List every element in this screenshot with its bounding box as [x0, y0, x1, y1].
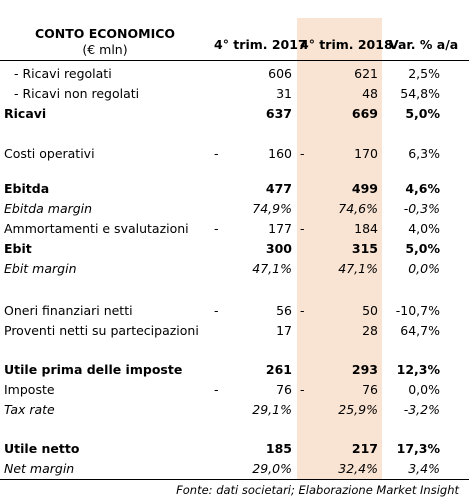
- row-var: -0,3%: [403, 201, 440, 216]
- row-label: Tax rate: [4, 402, 55, 417]
- row-value-2017: 31: [276, 86, 292, 101]
- row-value-2017: 477: [265, 181, 292, 196]
- row-label: - Ricavi regolati: [14, 66, 112, 81]
- row-value-2018: 47,1%: [338, 261, 378, 276]
- row-label: Ammortamenti e svalutazioni: [4, 221, 189, 236]
- row-value-2017: 261: [265, 362, 292, 377]
- row-sign-2017: -: [214, 221, 219, 236]
- row-var: -10,7%: [395, 303, 440, 318]
- row-value-2017: 185: [265, 441, 292, 456]
- col-header-2017: 4° trim. 2017: [214, 37, 307, 52]
- row-var: 0,0%: [408, 382, 440, 397]
- row-sign-2017: -: [214, 382, 219, 397]
- row-value-2018: 25,9%: [338, 402, 378, 417]
- row-label: Ebitda margin: [4, 201, 93, 216]
- row-var: 3,4%: [408, 461, 440, 476]
- row-value-2018: 48: [362, 86, 378, 101]
- row-value-2018: 293: [351, 362, 378, 377]
- row-label: Imposte: [4, 382, 55, 397]
- bottom-separator: [0, 479, 469, 480]
- row-var: 17,3%: [396, 441, 440, 456]
- row-value-2017: 177: [268, 221, 292, 236]
- table-subtitle: (€ mln): [82, 42, 128, 57]
- highlight-column: [297, 18, 382, 480]
- row-value-2018: 184: [354, 221, 378, 236]
- row-var: 54,8%: [400, 86, 440, 101]
- row-label: Oneri finanziari netti: [4, 303, 133, 318]
- row-var: 6,3%: [408, 146, 440, 161]
- row-label: Ricavi: [4, 106, 47, 121]
- row-label: Utile prima delle imposte: [4, 362, 183, 377]
- row-var: 12,3%: [396, 362, 440, 377]
- row-var: 2,5%: [408, 66, 440, 81]
- row-value-2018: 315: [351, 241, 378, 256]
- row-value-2018: 28: [362, 323, 378, 338]
- row-value-2018: 50: [362, 303, 378, 318]
- row-value-2017: 29,0%: [252, 461, 292, 476]
- row-sign-2018: -: [300, 146, 305, 161]
- col-header-2018: 4° trim. 2018: [300, 37, 393, 52]
- row-var: 5,0%: [405, 106, 440, 121]
- row-value-2018: 170: [354, 146, 378, 161]
- source-note: Fonte: dati societari; Elaborazione Mark…: [176, 483, 459, 497]
- row-value-2018: 76: [362, 382, 378, 397]
- row-var: 0,0%: [408, 261, 440, 276]
- row-value-2018: 74,6%: [338, 201, 378, 216]
- row-sign-2017: -: [214, 303, 219, 318]
- row-value-2017: 29,1%: [252, 402, 292, 417]
- row-var: 4,6%: [405, 181, 440, 196]
- table-title: CONTO ECONOMICO: [34, 26, 176, 41]
- row-value-2017: 300: [265, 241, 292, 256]
- row-value-2017: 47,1%: [252, 261, 292, 276]
- col-header-var: Var. % a/a: [389, 37, 459, 52]
- row-label: - Ricavi non regolati: [14, 86, 140, 101]
- row-value-2018: 669: [351, 106, 378, 121]
- header-separator: [0, 60, 469, 61]
- row-label: Ebit margin: [4, 261, 77, 276]
- row-value-2018: 621: [354, 66, 378, 81]
- row-value-2017: 17: [276, 323, 292, 338]
- row-label: Utile netto: [4, 441, 80, 456]
- row-value-2017: 74,9%: [252, 201, 292, 216]
- row-var: 64,7%: [400, 323, 440, 338]
- row-value-2017: 637: [265, 106, 292, 121]
- row-value-2017: 606: [268, 66, 292, 81]
- row-var: 5,0%: [405, 241, 440, 256]
- row-var: 4,0%: [408, 221, 440, 236]
- row-value-2018: 217: [351, 441, 378, 456]
- row-value-2017: 76: [276, 382, 292, 397]
- row-value-2018: 499: [351, 181, 378, 196]
- row-label: Proventi netti su partecipazioni: [4, 323, 199, 338]
- row-sign-2018: -: [300, 221, 305, 236]
- row-var: -3,2%: [403, 402, 440, 417]
- row-label: Costi operativi: [4, 146, 95, 161]
- row-label: Ebitda: [4, 181, 50, 196]
- row-value-2018: 32,4%: [338, 461, 378, 476]
- row-sign-2018: -: [300, 382, 305, 397]
- row-label: Net margin: [4, 461, 75, 476]
- row-value-2017: 56: [276, 303, 292, 318]
- row-value-2017: 160: [268, 146, 292, 161]
- row-label: Ebit: [4, 241, 32, 256]
- row-sign-2017: -: [214, 146, 219, 161]
- row-sign-2018: -: [300, 303, 305, 318]
